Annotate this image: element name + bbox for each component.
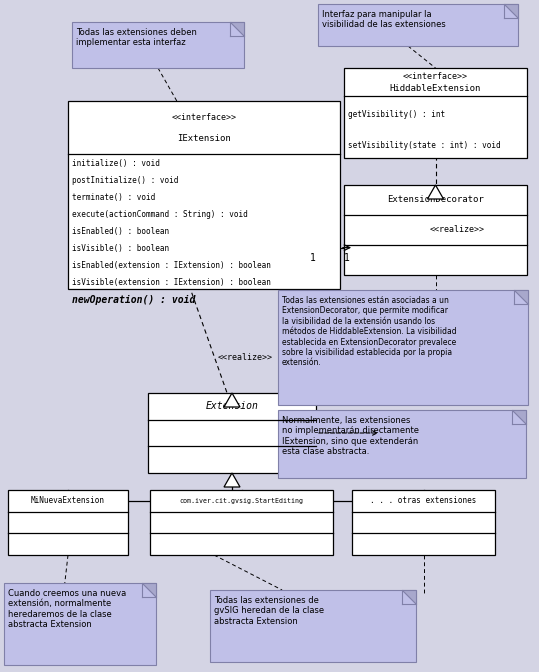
- Text: . . . otras extensiones: . . . otras extensiones: [370, 497, 476, 505]
- Text: HiddableExtension: HiddableExtension: [390, 83, 481, 93]
- FancyBboxPatch shape: [318, 4, 518, 46]
- FancyBboxPatch shape: [72, 22, 244, 68]
- Text: isVisible(extension : IExtension) : boolean: isVisible(extension : IExtension) : bool…: [72, 278, 271, 287]
- FancyBboxPatch shape: [150, 490, 333, 555]
- Polygon shape: [514, 290, 528, 304]
- Polygon shape: [224, 473, 240, 487]
- Text: <<interface>>: <<interface>>: [403, 73, 468, 81]
- Text: isEnabled() : boolean: isEnabled() : boolean: [72, 227, 169, 236]
- Text: Extension: Extension: [205, 401, 258, 411]
- FancyBboxPatch shape: [8, 490, 128, 555]
- Text: com.iver.cit.gvsig.StartEditing: com.iver.cit.gvsig.StartEditing: [179, 498, 303, 504]
- Text: Cuando creemos una nueva
extensión, normalmente
heredaremos de la clase
abstract: Cuando creemos una nueva extensión, norm…: [8, 589, 126, 629]
- Text: setVisibility(state : int) : void: setVisibility(state : int) : void: [348, 141, 501, 150]
- Polygon shape: [427, 185, 444, 199]
- Text: Normalmente, las extensiones
no implementarán directamente
IExtension, sino que : Normalmente, las extensiones no implemen…: [282, 416, 419, 456]
- Text: isEnabled(extension : IExtension) : boolean: isEnabled(extension : IExtension) : bool…: [72, 261, 271, 270]
- Text: isVisible() : boolean: isVisible() : boolean: [72, 244, 169, 253]
- Polygon shape: [512, 410, 526, 424]
- Text: initialize() : void: initialize() : void: [72, 159, 160, 168]
- FancyBboxPatch shape: [68, 101, 340, 289]
- Text: MiNuevaExtension: MiNuevaExtension: [31, 497, 105, 505]
- Text: Todas las extensiones están asociadas a un
ExtensionDecorator, que permite modif: Todas las extensiones están asociadas a …: [282, 296, 457, 368]
- Text: <<interface>>: <<interface>>: [171, 114, 237, 122]
- Text: IExtension: IExtension: [177, 134, 231, 143]
- Polygon shape: [504, 4, 518, 18]
- Text: terminate() : void: terminate() : void: [72, 193, 155, 202]
- Text: postInitialize() : void: postInitialize() : void: [72, 176, 178, 185]
- Text: getVisibility() : int: getVisibility() : int: [348, 110, 445, 119]
- FancyBboxPatch shape: [210, 590, 416, 662]
- FancyBboxPatch shape: [344, 185, 527, 275]
- Text: Todas las extensiones deben
implementar esta interfaz: Todas las extensiones deben implementar …: [76, 28, 197, 48]
- FancyBboxPatch shape: [344, 68, 527, 158]
- Polygon shape: [224, 393, 240, 407]
- Text: execute(actionCommand : String) : void: execute(actionCommand : String) : void: [72, 210, 248, 219]
- Text: <<realize>>: <<realize>>: [430, 226, 485, 235]
- FancyBboxPatch shape: [278, 290, 528, 405]
- FancyBboxPatch shape: [278, 410, 526, 478]
- Text: <<realize>>: <<realize>>: [218, 353, 273, 362]
- Text: ExtensionDecorator: ExtensionDecorator: [387, 196, 484, 204]
- Text: newOperation() : void: newOperation() : void: [72, 295, 195, 305]
- Polygon shape: [402, 590, 416, 604]
- Text: 1: 1: [344, 253, 350, 263]
- Text: Todas las extensiones de
gvSIG heredan de la clase
abstracta Extension: Todas las extensiones de gvSIG heredan d…: [214, 596, 324, 626]
- FancyBboxPatch shape: [4, 583, 156, 665]
- Text: 1: 1: [310, 253, 316, 263]
- Polygon shape: [142, 583, 156, 597]
- Polygon shape: [230, 22, 244, 36]
- FancyBboxPatch shape: [352, 490, 495, 555]
- FancyBboxPatch shape: [148, 393, 316, 473]
- Text: Interfaz para manipular la
visibilidad de las extensiones: Interfaz para manipular la visibilidad d…: [322, 10, 446, 30]
